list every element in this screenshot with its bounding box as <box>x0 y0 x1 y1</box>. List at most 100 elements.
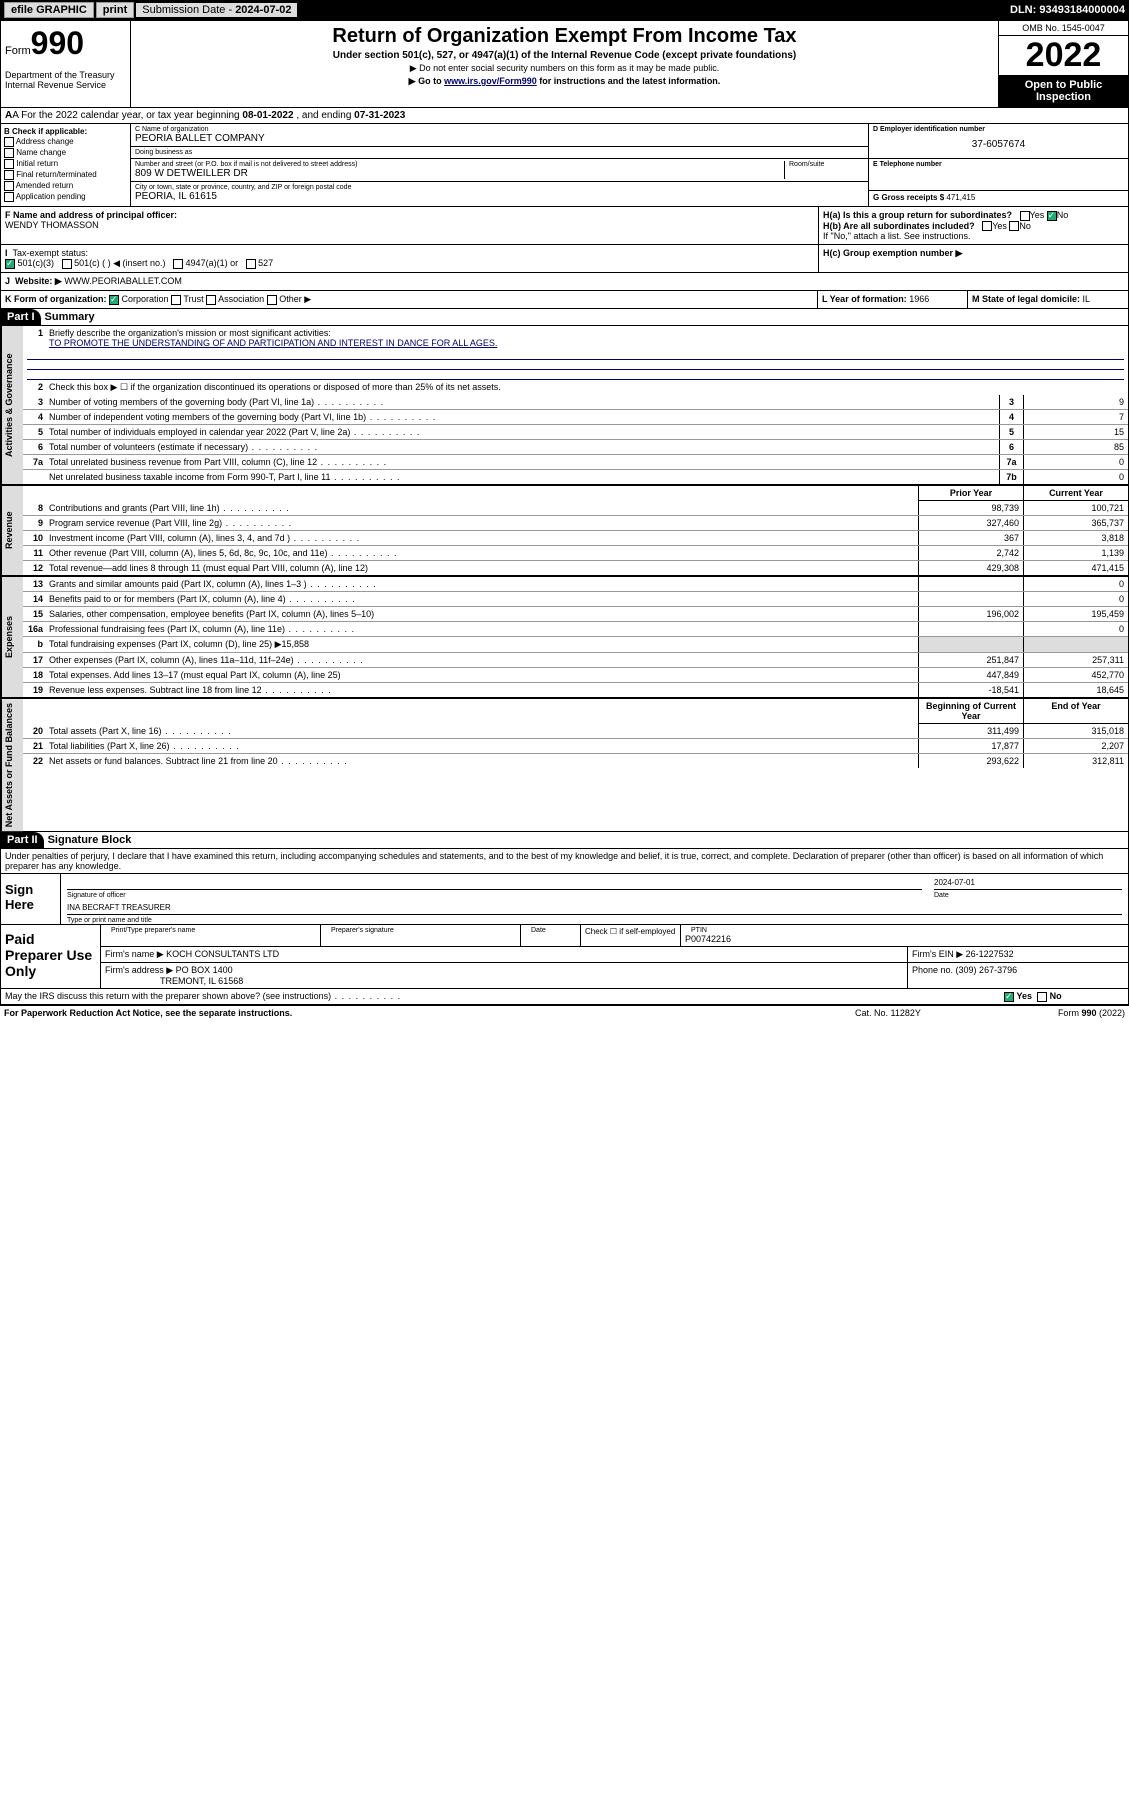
vtab-net-assets: Net Assets or Fund Balances <box>1 699 23 831</box>
val4: 7 <box>1023 410 1128 424</box>
c11: 1,139 <box>1023 546 1128 560</box>
line1-mission: Briefly describe the organization's miss… <box>47 326 1128 350</box>
line7a: Total unrelated business revenue from Pa… <box>47 455 999 469</box>
top-bar: efile GRAPHIC print Submission Date - 20… <box>0 0 1129 20</box>
row-m-state: M State of legal domicile: IL <box>968 291 1128 308</box>
vtab-revenue: Revenue <box>1 486 23 575</box>
line19: Revenue less expenses. Subtract line 18 … <box>47 683 918 697</box>
e20: 315,018 <box>1023 724 1128 738</box>
sig-date: 2024-07-01 <box>934 876 1122 890</box>
self-employed-check[interactable]: Check ☐ if self-employed <box>581 925 681 946</box>
cb-app-pending[interactable]: Application pending <box>4 192 127 202</box>
section-b-c-d-e: B Check if applicable: Address change Na… <box>0 124 1129 207</box>
p16a <box>918 622 1023 636</box>
summary-governance: Activities & Governance 1Briefly describ… <box>0 326 1129 485</box>
line3: Number of voting members of the governin… <box>47 395 999 409</box>
hdr-prior: Prior Year <box>918 486 1023 501</box>
section-f-h: F Name and address of principal officer:… <box>0 207 1129 273</box>
p13 <box>918 577 1023 591</box>
sign-here-label: Sign Here <box>1 874 61 924</box>
p17: 251,847 <box>918 653 1023 667</box>
part1-header: Part ISummary <box>0 309 1129 326</box>
firm-name: KOCH CONSULTANTS LTD <box>166 949 279 959</box>
row-j-website: J Website: ▶ WWW.PEORIABALLET.COM <box>0 273 1129 291</box>
row-h: H(a) Is this a group return for subordin… <box>818 207 1128 245</box>
e21: 2,207 <box>1023 739 1128 753</box>
row-k-l-m: K Form of organization: Corporation Trus… <box>0 291 1129 309</box>
vtab-expenses: Expenses <box>1 577 23 697</box>
p15: 196,002 <box>918 607 1023 621</box>
p18: 447,849 <box>918 668 1023 682</box>
e22: 312,811 <box>1023 754 1128 768</box>
submission-date: Submission Date - 2024-07-02 <box>136 3 297 17</box>
summary-net-assets: Net Assets or Fund Balances Beginning of… <box>0 698 1129 832</box>
line4: Number of independent voting members of … <box>47 410 999 424</box>
col-b-checkboxes: B Check if applicable: Address change Na… <box>1 124 131 206</box>
c14: 0 <box>1023 592 1128 606</box>
summary-expenses: Expenses 13Grants and similar amounts pa… <box>0 576 1129 698</box>
tax-year: 2022 <box>999 36 1128 75</box>
open-public: Open to Public Inspection <box>999 75 1128 107</box>
line17: Other expenses (Part IX, column (A), lin… <box>47 653 918 667</box>
p8: 98,739 <box>918 501 1023 515</box>
vtab-governance: Activities & Governance <box>1 326 23 484</box>
line16a: Professional fundraising fees (Part IX, … <box>47 622 918 636</box>
cb-address-change[interactable]: Address change <box>4 137 127 147</box>
paid-preparer-label: Paid Preparer Use Only <box>1 925 101 988</box>
part2-header: Part IISignature Block <box>0 832 1129 849</box>
print-btn[interactable]: print <box>96 2 134 18</box>
c10: 3,818 <box>1023 531 1128 545</box>
p19: -18,541 <box>918 683 1023 697</box>
line15: Salaries, other compensation, employee b… <box>47 607 918 621</box>
hdr-current: Current Year <box>1023 486 1128 501</box>
line7b: Net unrelated business taxable income fr… <box>47 470 999 484</box>
signature-block: Under penalties of perjury, I declare th… <box>0 849 1129 1005</box>
address-cell: Number and street (or P.O. box if mail i… <box>131 159 868 182</box>
form-title: Return of Organization Exempt From Incom… <box>135 25 994 48</box>
c19: 18,645 <box>1023 683 1128 697</box>
ptin-value: P00742216 <box>685 934 731 944</box>
line6: Total number of volunteers (estimate if … <box>47 440 999 454</box>
501c3-checked-icon <box>5 259 15 269</box>
p14 <box>918 592 1023 606</box>
val5: 15 <box>1023 425 1128 439</box>
cb-name-change[interactable]: Name change <box>4 148 127 158</box>
ein-cell: D Employer identification number 37-6057… <box>869 124 1128 159</box>
org-name-cell: C Name of organization PEORIA BALLET COM… <box>131 124 868 147</box>
p10: 367 <box>918 531 1023 545</box>
firm-addr1: PO BOX 1400 <box>176 965 233 975</box>
p12: 429,308 <box>918 561 1023 575</box>
p9: 327,460 <box>918 516 1023 530</box>
cb-final-return[interactable]: Final return/terminated <box>4 170 127 180</box>
c8: 100,721 <box>1023 501 1128 515</box>
form-header: Form990 Department of the Treasury Inter… <box>0 20 1129 108</box>
sig-officer-label: Signature of officer <box>67 892 928 899</box>
line20: Total assets (Part X, line 16) <box>47 724 918 738</box>
dba-cell: Doing business as <box>131 147 868 159</box>
firm-addr2: TREMONT, IL 61568 <box>160 976 243 986</box>
hdr-end: End of Year <box>1023 699 1128 724</box>
omb-number: OMB No. 1545-0047 <box>999 21 1128 36</box>
cb-initial-return[interactable]: Initial return <box>4 159 127 169</box>
c18: 452,770 <box>1023 668 1128 682</box>
row-k-form-org: K Form of organization: Corporation Trus… <box>1 291 818 308</box>
hdr-begin: Beginning of Current Year <box>918 699 1023 724</box>
c12: 471,415 <box>1023 561 1128 575</box>
form-number: Form990 <box>5 25 126 62</box>
c16a: 0 <box>1023 622 1128 636</box>
form-ref: Form 990 (2022) <box>1005 1008 1125 1018</box>
declaration-text: Under penalties of perjury, I declare th… <box>1 849 1128 873</box>
corp-checked-icon <box>109 295 119 305</box>
efile-btn[interactable]: efile GRAPHIC <box>4 2 94 18</box>
irs-link[interactable]: www.irs.gov/Form990 <box>444 76 537 86</box>
line11: Other revenue (Part VIII, column (A), li… <box>47 546 918 560</box>
line21: Total liabilities (Part X, line 26) <box>47 739 918 753</box>
line5: Total number of individuals employed in … <box>47 425 999 439</box>
line18: Total expenses. Add lines 13–17 (must eq… <box>47 668 918 682</box>
ha-no-checked-icon <box>1047 211 1057 221</box>
form-subtitle: Under section 501(c), 527, or 4947(a)(1)… <box>135 50 994 61</box>
cb-amended[interactable]: Amended return <box>4 181 127 191</box>
c13: 0 <box>1023 577 1128 591</box>
page-footer: For Paperwork Reduction Act Notice, see … <box>0 1005 1129 1020</box>
note-ssn: ▶ Do not enter social security numbers o… <box>135 63 994 74</box>
